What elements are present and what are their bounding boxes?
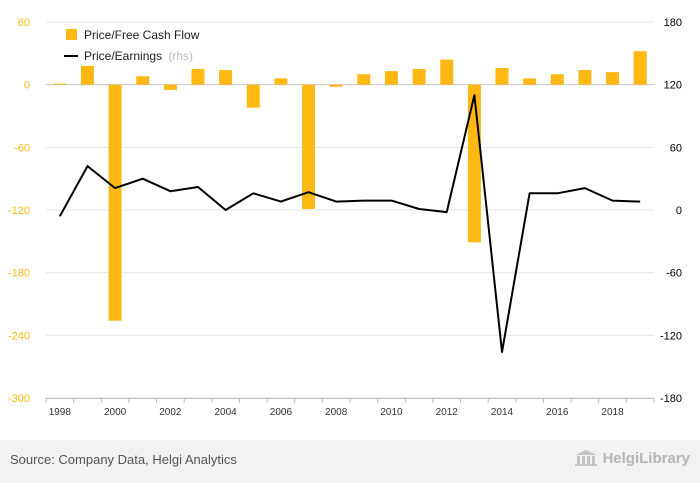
x-tick-label: 2006 (270, 407, 293, 418)
bar-2010 (384, 71, 398, 85)
x-tick-label: 2010 (380, 407, 403, 418)
x-tick-label: 2000 (104, 407, 127, 418)
bar-2002 (163, 84, 177, 90)
x-tick-label: 2002 (159, 407, 182, 418)
bar-1998 (53, 83, 67, 85)
x-tick-label: 2004 (215, 407, 238, 418)
y-left-tick-label: -120 (8, 205, 30, 217)
price-earnings-line (58, 94, 641, 353)
line-series (58, 94, 641, 353)
y-left-tick-label: -60 (14, 142, 30, 154)
bar-2000 (108, 84, 122, 321)
bar-2016 (550, 74, 564, 85)
y-right-tick-label: -60 (666, 268, 682, 280)
bar-2012 (440, 59, 454, 85)
y-right-tick-label: 60 (670, 142, 682, 154)
y-right-tick-label: 120 (664, 80, 682, 92)
source-note: Source: Company Data, Helgi Analytics (10, 452, 237, 467)
bar-2013 (467, 84, 481, 243)
x-tick-label: 2012 (436, 407, 459, 418)
y-left-tick-label: 0 (24, 80, 30, 92)
bar-2001 (136, 76, 150, 85)
footer: Source: Company Data, Helgi Analytics He… (0, 440, 700, 483)
y-left-tick-label: -180 (8, 268, 30, 280)
y-right-tick-label: 0 (676, 205, 682, 217)
bar-2006 (274, 78, 288, 85)
legend-label-bar: Price/Free Cash Flow (84, 28, 200, 42)
bar-2019 (633, 51, 647, 85)
chart: 60 0 -60 -120 -180 -240 -300 180 120 60 0 -60 -120 -1… (8, 17, 682, 418)
bar-2009 (357, 74, 371, 85)
y-left-tick-label: -300 (8, 393, 30, 405)
x-tick-label: 2008 (325, 407, 348, 418)
logo-text: HelgiLibrary (602, 449, 690, 467)
legend-label-line-suffix: (rhs) (168, 49, 193, 63)
bar-series (53, 51, 647, 321)
y-left-tick-label: 60 (18, 17, 30, 29)
bar-2007 (302, 84, 316, 209)
library-building-icon (575, 450, 598, 466)
bar-1999 (80, 65, 94, 85)
legend: Price/Free Cash Flow Price/Earnings (rhs… (64, 28, 200, 63)
bar-2014 (495, 67, 509, 85)
x-tick-label: 1998 (49, 407, 72, 418)
legend-label-line-name: Price/Earnings (84, 49, 162, 63)
bar-2005 (246, 84, 260, 108)
helgi-library-logo: HelgiLibrary (574, 449, 690, 467)
y-right-tick-label: -180 (660, 393, 682, 405)
bar-2008 (329, 84, 343, 87)
bar-2018 (606, 72, 620, 85)
x-tick-label: 2014 (491, 407, 514, 418)
axes: 60 0 -60 -120 -180 -240 -300 180 120 60 0 -60 -120 -1… (8, 17, 682, 418)
bar-2003 (191, 69, 205, 85)
x-tick-label: 2018 (601, 407, 624, 418)
legend-swatch-bar (66, 29, 77, 40)
bar-2004 (219, 70, 233, 85)
x-tick-label: 2016 (546, 407, 569, 418)
y-right-tick-label: 180 (664, 17, 682, 29)
y-right-tick-label: -120 (660, 330, 682, 342)
y-left-tick-label: -240 (8, 330, 30, 342)
bar-2011 (412, 69, 426, 85)
legend-label-line: Price/Earnings (rhs) (84, 49, 193, 63)
bar-2015 (523, 78, 537, 85)
bar-2017 (578, 70, 592, 85)
